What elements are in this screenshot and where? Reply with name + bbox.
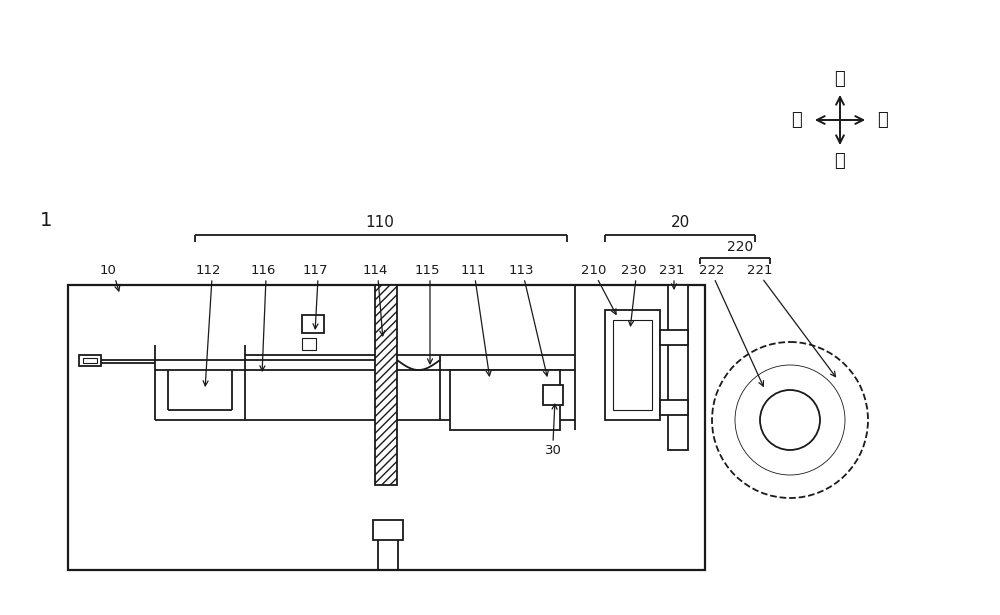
Text: 116: 116: [250, 263, 276, 277]
Text: 111: 111: [460, 263, 486, 277]
Bar: [79, 355, 101, 366]
Text: 230: 230: [621, 263, 647, 277]
Bar: [450, 370, 560, 430]
Text: 222: 222: [699, 263, 725, 277]
Text: 1: 1: [40, 210, 52, 229]
Text: 下: 下: [835, 152, 845, 170]
Bar: [605, 310, 660, 420]
Text: 114: 114: [362, 263, 388, 277]
Bar: [68, 285, 705, 570]
Bar: [660, 330, 688, 345]
Bar: [660, 400, 688, 415]
Text: 30: 30: [545, 443, 561, 456]
Bar: [302, 338, 316, 350]
Bar: [302, 315, 324, 333]
Text: 左: 左: [792, 111, 802, 129]
Text: 上: 上: [835, 70, 845, 88]
Bar: [83, 358, 97, 363]
Bar: [373, 520, 403, 540]
Bar: [543, 385, 563, 405]
Text: 115: 115: [414, 263, 440, 277]
Bar: [375, 285, 397, 485]
Text: 右: 右: [878, 111, 888, 129]
Text: 221: 221: [747, 263, 773, 277]
Text: 20: 20: [670, 215, 690, 229]
Bar: [613, 320, 652, 410]
Text: 117: 117: [302, 263, 328, 277]
Bar: [668, 285, 688, 450]
Text: 210: 210: [581, 263, 607, 277]
Text: 220: 220: [727, 240, 753, 254]
Text: 10: 10: [100, 263, 116, 277]
Text: 113: 113: [508, 263, 534, 277]
Text: 110: 110: [366, 215, 394, 229]
Text: 112: 112: [195, 263, 221, 277]
Text: 231: 231: [659, 263, 685, 277]
